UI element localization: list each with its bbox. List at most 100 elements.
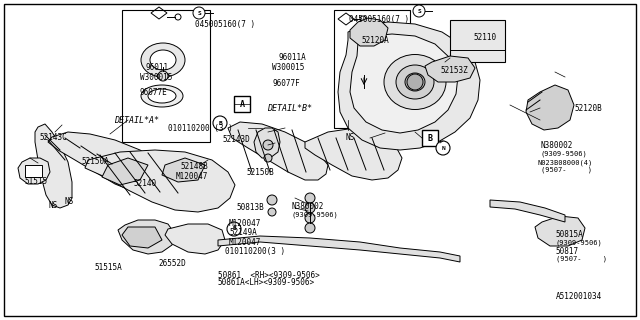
Circle shape	[268, 208, 276, 216]
Polygon shape	[305, 128, 402, 180]
Ellipse shape	[148, 89, 176, 103]
Text: NS: NS	[64, 197, 73, 206]
Ellipse shape	[363, 43, 387, 61]
Circle shape	[264, 154, 272, 162]
Polygon shape	[425, 56, 475, 82]
Polygon shape	[25, 165, 42, 177]
Polygon shape	[165, 224, 225, 254]
Polygon shape	[350, 34, 458, 133]
Text: A512001034: A512001034	[556, 292, 602, 301]
Text: (9309-9506): (9309-9506)	[541, 150, 588, 157]
Text: M120047: M120047	[176, 172, 209, 180]
Circle shape	[436, 141, 450, 155]
Text: DETAIL*A*: DETAIL*A*	[114, 116, 159, 124]
Polygon shape	[102, 158, 148, 185]
Text: 50813B: 50813B	[237, 203, 264, 212]
Ellipse shape	[157, 73, 169, 79]
Text: 010110200 (3 ): 010110200 (3 )	[168, 124, 232, 132]
Text: 52150A: 52150A	[82, 157, 109, 166]
Text: M120047: M120047	[229, 220, 262, 228]
Text: NS: NS	[48, 201, 57, 210]
Circle shape	[413, 5, 425, 17]
Text: (9507-     ): (9507- )	[556, 256, 607, 262]
Text: 045005160(7 ): 045005160(7 )	[349, 15, 409, 24]
Text: N: N	[441, 146, 445, 150]
Circle shape	[267, 195, 277, 205]
Ellipse shape	[356, 66, 367, 72]
Polygon shape	[48, 132, 172, 194]
Text: A: A	[239, 100, 244, 108]
Text: 010110200(3 ): 010110200(3 )	[225, 247, 285, 256]
Bar	[122, 10, 210, 142]
Text: (9309-9506): (9309-9506)	[291, 211, 338, 218]
Text: (9507-     ): (9507- )	[541, 167, 592, 173]
Text: 52120A: 52120A	[362, 36, 389, 45]
Text: 50817: 50817	[556, 247, 579, 256]
Circle shape	[305, 193, 315, 203]
Polygon shape	[85, 150, 235, 212]
Circle shape	[305, 203, 315, 213]
Bar	[234, 96, 250, 112]
Polygon shape	[35, 124, 72, 208]
Polygon shape	[162, 158, 205, 182]
Ellipse shape	[141, 85, 183, 107]
Polygon shape	[118, 220, 175, 254]
Bar	[334, 10, 410, 128]
Circle shape	[193, 7, 205, 19]
Text: W300015: W300015	[272, 63, 305, 72]
Text: 52110: 52110	[474, 33, 497, 42]
Text: S: S	[417, 9, 421, 13]
Text: 50861  <RH><9309-9506>: 50861 <RH><9309-9506>	[218, 271, 319, 280]
Polygon shape	[254, 128, 280, 158]
Polygon shape	[350, 18, 388, 46]
Circle shape	[213, 116, 227, 130]
Text: 52143C: 52143C	[40, 133, 67, 142]
Ellipse shape	[141, 43, 185, 77]
Circle shape	[263, 140, 273, 150]
Text: 96011: 96011	[146, 63, 169, 72]
Ellipse shape	[150, 50, 176, 70]
Text: B: B	[232, 227, 236, 231]
Ellipse shape	[360, 79, 384, 91]
Text: N023B08000(4): N023B08000(4)	[538, 159, 593, 166]
Text: 51515A: 51515A	[95, 263, 122, 272]
Text: 045005160(7 ): 045005160(7 )	[195, 20, 255, 28]
Ellipse shape	[355, 36, 395, 68]
Ellipse shape	[396, 65, 434, 99]
Text: W300015: W300015	[140, 73, 172, 82]
Text: 52140: 52140	[133, 179, 156, 188]
Polygon shape	[218, 236, 460, 262]
Text: 52150B: 52150B	[246, 168, 274, 177]
Text: N380002: N380002	[541, 141, 573, 150]
Text: S: S	[197, 11, 201, 15]
Ellipse shape	[353, 76, 391, 94]
Text: 52143D: 52143D	[223, 135, 250, 144]
Ellipse shape	[405, 73, 425, 91]
Polygon shape	[490, 200, 565, 222]
Circle shape	[359, 66, 365, 72]
Text: 52149A: 52149A	[229, 228, 257, 237]
Polygon shape	[122, 227, 162, 248]
Bar	[422, 130, 438, 146]
Circle shape	[227, 222, 241, 236]
Text: 96077E: 96077E	[140, 88, 167, 97]
Text: 96077F: 96077F	[272, 79, 300, 88]
Text: 96011A: 96011A	[278, 53, 306, 62]
Text: M120047: M120047	[229, 238, 262, 247]
Polygon shape	[535, 216, 585, 246]
Text: NS: NS	[346, 133, 355, 142]
Text: 52148B: 52148B	[180, 162, 208, 171]
Text: B: B	[218, 121, 222, 125]
Circle shape	[158, 71, 168, 81]
Polygon shape	[228, 122, 328, 180]
Circle shape	[305, 223, 315, 233]
Circle shape	[305, 213, 315, 223]
Text: 52153Z: 52153Z	[440, 66, 468, 75]
Text: DETAIL*B*: DETAIL*B*	[268, 104, 312, 113]
Ellipse shape	[159, 74, 166, 78]
Text: 50815A: 50815A	[556, 230, 583, 239]
Polygon shape	[338, 22, 480, 150]
Bar	[450, 20, 505, 62]
Text: 26552D: 26552D	[159, 260, 186, 268]
Text: N380002: N380002	[291, 202, 324, 211]
